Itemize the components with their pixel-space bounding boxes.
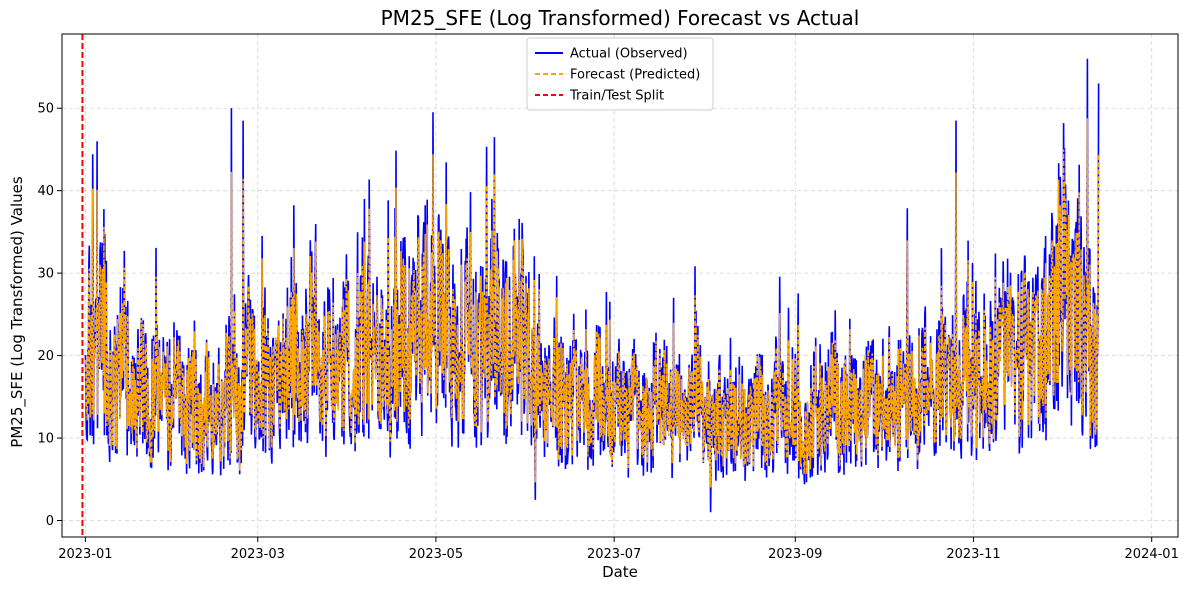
x-axis-label: Date bbox=[602, 563, 638, 581]
legend-label: Actual (Observed) bbox=[570, 47, 688, 62]
y-tick-label: 20 bbox=[37, 349, 54, 364]
y-tick-label: 0 bbox=[46, 514, 54, 529]
legend-box bbox=[526, 37, 714, 111]
y-tick-label: 30 bbox=[37, 267, 54, 282]
plot-area bbox=[81, 34, 1100, 537]
x-tick-label: 2024-01 bbox=[1125, 547, 1179, 562]
y-tick-label: 50 bbox=[37, 102, 54, 117]
x-tick-label: 2023-03 bbox=[231, 547, 285, 562]
chart-title: PM25_SFE (Log Transformed) Forecast vs A… bbox=[381, 6, 860, 30]
forecast-series-line bbox=[84, 118, 1100, 488]
axes: 0 10 20 30 40 50 2023-01 2023-03 2023-05 2023-07 2… bbox=[37, 33, 1179, 562]
y-tick-label: 10 bbox=[37, 432, 54, 447]
legend-label: Train/Test Split bbox=[569, 89, 664, 104]
legend-label: Forecast (Predicted) bbox=[570, 68, 700, 83]
y-axis-label: PM25_SFE (Log Transformed) Values bbox=[8, 176, 27, 448]
y-tick-label: 40 bbox=[37, 184, 54, 199]
x-tick-label: 2023-09 bbox=[768, 547, 822, 562]
legend: Actual (Observed) Forecast (Predicted) Tra… bbox=[526, 37, 714, 111]
x-tick-label: 2023-07 bbox=[587, 547, 641, 562]
x-tick-label: 2023-05 bbox=[409, 547, 463, 562]
x-tick-label: 2023-01 bbox=[58, 547, 112, 562]
axes-frame bbox=[61, 33, 1179, 538]
x-tick-label: 2023-11 bbox=[946, 547, 1000, 562]
